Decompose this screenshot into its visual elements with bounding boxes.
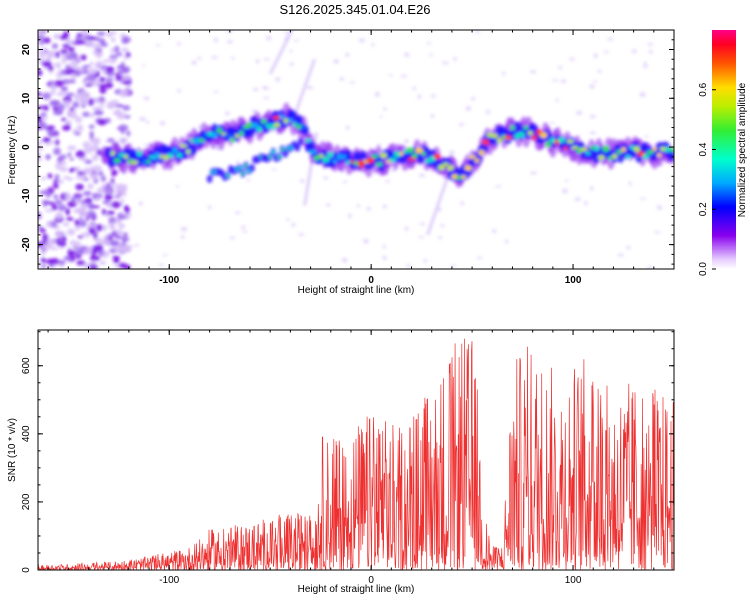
colorbar-tick-label: 0.2 [698,202,709,216]
spectrogram-frame [37,29,675,270]
spectrogram-xtick-label: 100 [565,275,582,286]
snr-xtick-label: 0 [368,575,374,586]
snr-xtick-label: -100 [159,575,179,586]
snr-ytick-label: 600 [21,357,32,374]
snr-ytick-label: 400 [21,425,32,442]
snr-panel: -100 0 100 0 200 400 600 Height of straight li… [7,329,675,595]
chart-title: S126.2025.345.01.04.E26 [279,2,430,17]
spectrogram-ytick-label: -10 [21,188,32,203]
snr-axes: -100 0 100 0 200 400 600 [21,330,675,586]
colorbar-ticks: 0.0 0.2 0.4 0.6 [698,82,716,276]
spectrogram-ytick-label: -20 [21,237,32,252]
spectrogram-ytick-label: 20 [21,44,32,56]
snr-ytick-label: 200 [21,493,32,510]
spectrogram-xlabel: Height of straight line (km) [298,285,415,296]
spectrogram-xtick-label: -100 [159,275,179,286]
snr-ytick-label: 0 [21,567,32,573]
spectrogram-ylabel: Frequency (Hz) [7,116,18,185]
colorbar: 0.0 0.2 0.4 0.6 Normalized spectral amplitu… [698,30,748,276]
snr-frame [37,329,675,571]
snr-line [38,338,674,570]
spectrogram-ytick-label: 10 [21,92,32,104]
colorbar-label: Normalized spectral amplitude [737,82,748,217]
colorbar-tick-label: 0.4 [698,142,709,156]
spectrogram-xtick-label: 0 [368,275,374,286]
snr-ylabel: SNR (10 * v/v) [7,418,18,482]
snr-series-line [38,338,674,570]
snr-xlabel: Height of straight line (km) [298,584,415,595]
colorbar-tick-label: 0.0 [698,262,709,276]
spectrogram-heatmap [38,30,674,269]
colorbar-tick-label: 0.6 [698,82,709,96]
snr-xtick-label: 100 [565,575,582,586]
spectrogram-ytick-label: 0 [21,144,32,150]
